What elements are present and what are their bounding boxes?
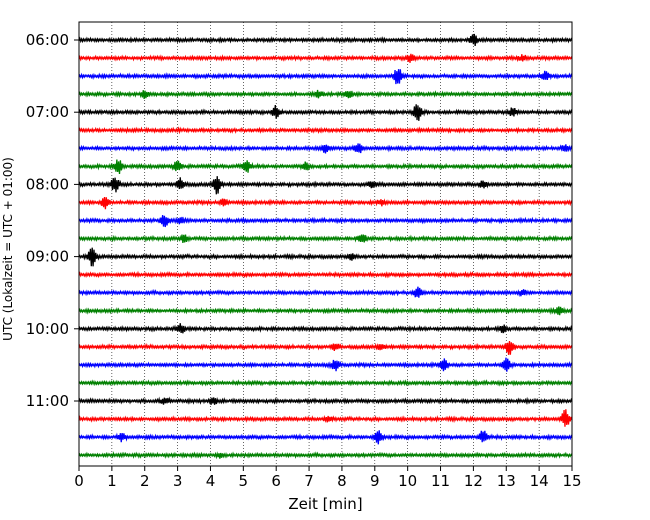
y-tick-label: 11:00 — [26, 392, 69, 410]
seismic-trace — [78, 451, 573, 460]
seismic-trace — [78, 196, 573, 210]
y-tick-label: 10:00 — [26, 320, 69, 338]
seismic-trace — [78, 104, 573, 121]
x-tick-label: 7 — [304, 472, 314, 490]
x-axis-label: Zeit [min] — [288, 495, 362, 513]
seismic-trace — [78, 357, 573, 372]
x-tick-label: 10 — [398, 472, 417, 490]
x-tick-label: 5 — [239, 472, 249, 490]
x-tick-label: 0 — [74, 472, 84, 490]
seismic-trace — [78, 215, 573, 228]
y-tick-label: 09:00 — [26, 248, 69, 266]
seismic-trace — [78, 126, 573, 135]
x-tick-label: 2 — [140, 472, 150, 490]
seismic-trace — [78, 159, 573, 175]
seismic-trace — [78, 176, 573, 195]
vertical-grid — [111, 22, 540, 466]
seismic-trace — [78, 247, 573, 267]
x-tick-label: 12 — [464, 472, 483, 490]
x-tick-label: 15 — [562, 472, 581, 490]
x-axis-ticks: 0 1 2 3 4 5 6 7 8 9 10 11 12 13 14 15 — [74, 466, 582, 490]
x-tick-label: 1 — [107, 472, 117, 490]
x-tick-label: 8 — [337, 472, 347, 490]
seismic-trace — [78, 396, 573, 405]
x-tick-label: 14 — [530, 472, 549, 490]
seismic-trace — [78, 306, 573, 316]
x-tick-label: 13 — [497, 472, 516, 490]
seismic-trace — [78, 379, 573, 387]
seismic-trace — [78, 340, 573, 355]
x-tick-label: 9 — [370, 472, 380, 490]
x-tick-label: 3 — [173, 472, 183, 490]
seismic-trace — [78, 33, 573, 46]
seismic-traces — [78, 33, 573, 460]
seismic-trace — [78, 286, 573, 298]
plot-frame — [78, 21, 573, 467]
y-tick-label: 08:00 — [26, 175, 69, 193]
seismic-trace — [78, 323, 573, 334]
seismic-trace — [78, 430, 573, 445]
seismic-trace — [78, 409, 573, 427]
seismic-trace — [78, 234, 573, 244]
x-tick-label: 4 — [206, 472, 216, 490]
seismic-trace — [78, 53, 573, 63]
y-axis-label: UTC (Lokalzeit = UTC + 01:00) — [1, 157, 15, 341]
y-tick-label: 06:00 — [26, 31, 69, 49]
x-tick-label: 11 — [431, 472, 450, 490]
y-axis-ticks: 06:00 07:00 08:00 09:00 10:00 11:00 — [26, 31, 79, 410]
seismic-trace — [78, 89, 573, 99]
seismic-trace — [78, 69, 573, 85]
x-tick-label: 6 — [271, 472, 281, 490]
y-tick-label: 07:00 — [26, 103, 69, 121]
seismic-trace — [78, 270, 573, 279]
seismic-trace — [78, 143, 573, 154]
